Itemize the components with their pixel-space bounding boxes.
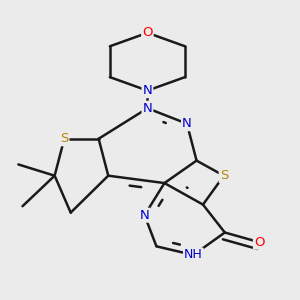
Text: NH: NH bbox=[184, 248, 203, 262]
Text: N: N bbox=[142, 102, 152, 115]
Text: S: S bbox=[60, 132, 68, 145]
Text: S: S bbox=[220, 169, 228, 182]
Text: O: O bbox=[142, 26, 153, 39]
Text: N: N bbox=[140, 209, 149, 222]
Text: N: N bbox=[142, 84, 152, 97]
Text: O: O bbox=[254, 236, 264, 249]
Text: N: N bbox=[182, 117, 192, 130]
